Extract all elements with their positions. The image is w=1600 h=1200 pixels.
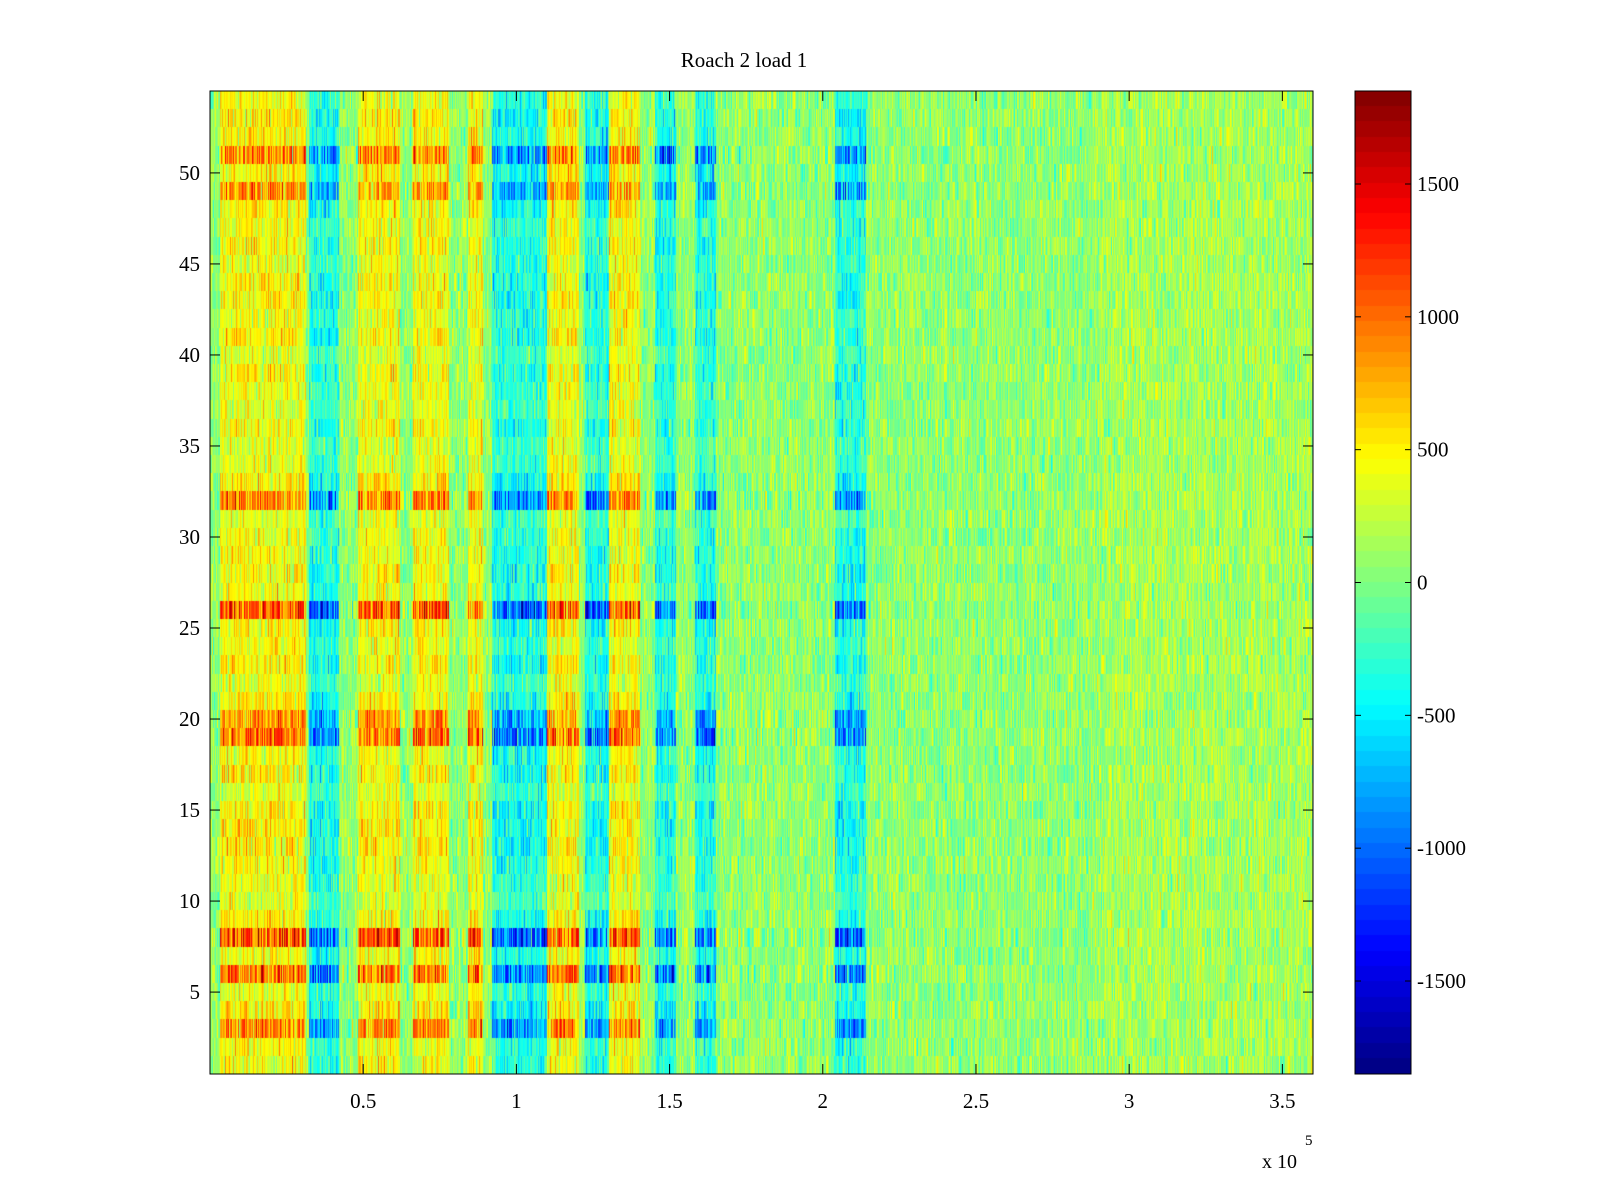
y-tick-label: 35 bbox=[179, 434, 200, 458]
colorbar-tick-label: 0 bbox=[1417, 571, 1428, 595]
heatmap-canvas bbox=[210, 91, 1313, 1074]
colorbar-canvas bbox=[1355, 91, 1411, 1074]
colorbar-tick-label: 1000 bbox=[1417, 305, 1459, 329]
x-tick-label: 3.5 bbox=[1269, 1089, 1295, 1113]
colorbar-tick-labels: 1500 1000 500 0 -500 -1000 -1500 bbox=[1417, 172, 1466, 993]
x-tick-label: 0.5 bbox=[350, 1089, 376, 1113]
colorbar-tick-label: -1000 bbox=[1417, 836, 1466, 860]
x-exponent-power: 5 bbox=[1305, 1133, 1313, 1149]
y-tick-labels: 5 10 15 20 25 30 35 40 45 50 bbox=[179, 161, 200, 1004]
colorbar-tick-label: -500 bbox=[1417, 703, 1456, 727]
colorbar-tick-label: 1500 bbox=[1417, 172, 1459, 196]
y-tick-label: 50 bbox=[179, 161, 200, 185]
x-tick-label: 2 bbox=[818, 1089, 829, 1113]
x-exponent-label: x 10 bbox=[1262, 1151, 1297, 1173]
colorbar-tick-label: -1500 bbox=[1417, 969, 1466, 993]
axis-ticks bbox=[210, 91, 1313, 1074]
y-tick-label: 30 bbox=[179, 525, 200, 549]
x-tick-label: 2.5 bbox=[963, 1089, 989, 1113]
x-tick-label: 1.5 bbox=[656, 1089, 682, 1113]
y-tick-label: 40 bbox=[179, 343, 200, 367]
colorbar-frame bbox=[1354, 90, 1412, 1075]
y-tick-label: 45 bbox=[179, 252, 200, 276]
chart-title: Roach 2 load 1 bbox=[681, 48, 808, 72]
x-tick-labels: 0.5 1 1.5 2 2.5 3 3.5 bbox=[350, 1089, 1295, 1113]
colorbar-ticks bbox=[1355, 183, 1411, 982]
y-tick-label: 20 bbox=[179, 707, 200, 731]
x-tick-label: 1 bbox=[511, 1089, 522, 1113]
y-tick-label: 15 bbox=[179, 798, 200, 822]
x-tick-label: 3 bbox=[1124, 1089, 1135, 1113]
plot-area-frame bbox=[209, 90, 1314, 1075]
y-tick-label: 10 bbox=[179, 889, 200, 913]
y-tick-label: 5 bbox=[190, 980, 201, 1004]
y-tick-label: 25 bbox=[179, 616, 200, 640]
colorbar-tick-label: 500 bbox=[1417, 438, 1449, 462]
